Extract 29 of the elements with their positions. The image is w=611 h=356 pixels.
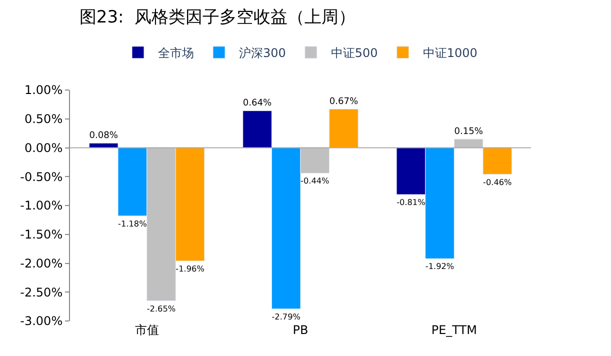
- data-label: -0.81%: [396, 196, 426, 207]
- data-label: -1.92%: [425, 261, 454, 272]
- data-label: -2.79%: [272, 311, 301, 322]
- legend-label: 沪深300: [239, 46, 286, 60]
- y-tick-label: -3.00%: [20, 314, 63, 328]
- y-tick-label: -1.00%: [20, 198, 63, 213]
- y-tick-label: -2.50%: [20, 285, 63, 300]
- y-tick-label: -1.50%: [20, 228, 63, 242]
- data-label: -1.96%: [176, 263, 205, 274]
- data-label: -0.46%: [483, 176, 512, 187]
- data-label: -0.44%: [300, 176, 330, 186]
- y-tick-label: 1.00%: [24, 83, 63, 98]
- legend-label: 全市场: [158, 46, 194, 60]
- data-label: 0.15%: [454, 126, 484, 137]
- y-tick-label: -0.50%: [20, 170, 63, 184]
- data-label: 0.67%: [329, 96, 358, 107]
- legend-label: 中证500: [330, 46, 378, 60]
- y-tick-label: 0.50%: [24, 112, 63, 126]
- x-tick-label: 市值: [134, 323, 159, 337]
- y-tick-label: 0.00%: [24, 140, 63, 155]
- y-tick-label: -2.00%: [20, 256, 63, 270]
- legend-label: 中证1000: [422, 46, 478, 60]
- x-tick-label: PB: [292, 323, 308, 337]
- data-label: 0.08%: [89, 130, 118, 141]
- chart-title: 图23: 风格类因子多空收益（上周）: [79, 8, 356, 28]
- data-label: -1.18%: [118, 218, 148, 228]
- x-tick-label: PE_TTM: [431, 323, 477, 337]
- data-label: -2.65%: [146, 303, 176, 314]
- data-label: 0.64%: [242, 98, 272, 109]
